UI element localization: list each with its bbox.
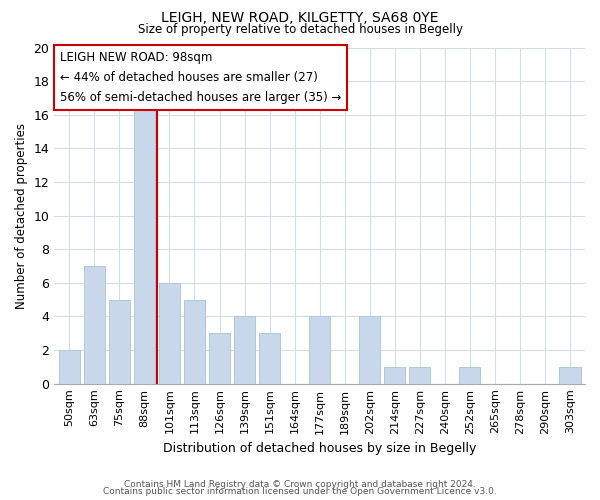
- Bar: [259, 334, 280, 384]
- Bar: [309, 316, 330, 384]
- X-axis label: Distribution of detached houses by size in Begelly: Distribution of detached houses by size …: [163, 442, 476, 455]
- Bar: [359, 316, 380, 384]
- Text: LEIGH, NEW ROAD, KILGETTY, SA68 0YE: LEIGH, NEW ROAD, KILGETTY, SA68 0YE: [161, 12, 439, 26]
- Text: Contains public sector information licensed under the Open Government Licence v3: Contains public sector information licen…: [103, 487, 497, 496]
- Text: Size of property relative to detached houses in Begelly: Size of property relative to detached ho…: [137, 22, 463, 36]
- Bar: [234, 316, 255, 384]
- Bar: [184, 300, 205, 384]
- Bar: [109, 300, 130, 384]
- Bar: [134, 98, 155, 384]
- Bar: [384, 367, 406, 384]
- Bar: [159, 283, 180, 384]
- Bar: [59, 350, 80, 384]
- Bar: [84, 266, 105, 384]
- Bar: [209, 334, 230, 384]
- Bar: [459, 367, 481, 384]
- Y-axis label: Number of detached properties: Number of detached properties: [15, 122, 28, 308]
- Bar: [559, 367, 581, 384]
- Bar: [409, 367, 430, 384]
- Text: Contains HM Land Registry data © Crown copyright and database right 2024.: Contains HM Land Registry data © Crown c…: [124, 480, 476, 489]
- Text: LEIGH NEW ROAD: 98sqm
← 44% of detached houses are smaller (27)
56% of semi-deta: LEIGH NEW ROAD: 98sqm ← 44% of detached …: [59, 51, 341, 104]
